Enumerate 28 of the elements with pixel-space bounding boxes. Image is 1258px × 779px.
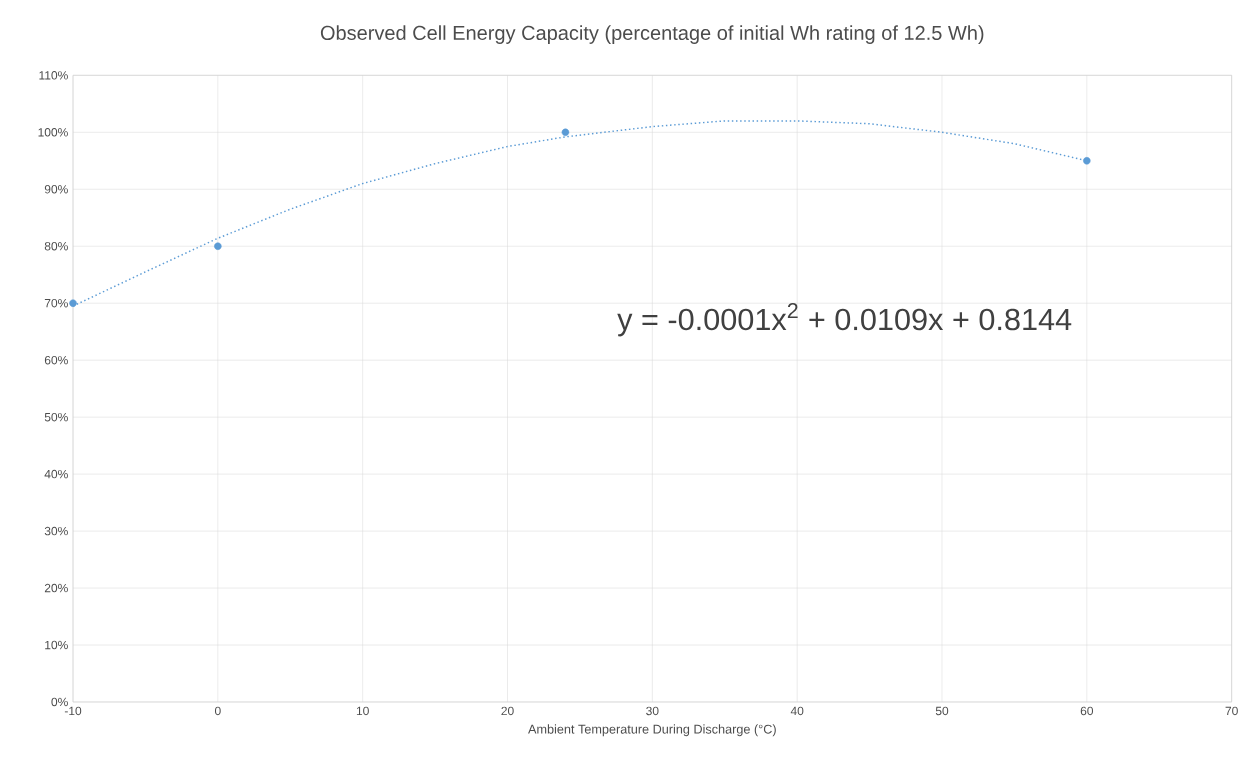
annotation: y = -0.0001x$^{2}$ + 0.0109x + 0.8144 [617, 303, 1072, 337]
x-tick-label: 40 [790, 706, 804, 716]
chart-title: Observed Cell Energy Capacity (percentage of initial Wh rating of 12.5 Wh) [320, 25, 984, 44]
y-tick-label: 70% [44, 298, 68, 308]
x-tick-label: 50 [935, 706, 949, 716]
x-axis-title: Ambient Temperature During Discharge (°C) [528, 724, 776, 737]
x-tick-label: 10 [356, 706, 369, 716]
y-tick-label: 60% [44, 355, 68, 365]
y-tick-label: 30% [44, 526, 68, 536]
x-tick-label: 70 [1225, 706, 1238, 716]
y-tick-label: 110% [39, 71, 68, 80]
y-tick-label: 0% [51, 697, 68, 707]
x-tick-label: -10 [64, 706, 82, 716]
point [69, 299, 77, 307]
y-tick-label: 40% [44, 469, 68, 479]
x-tick-label: 30 [646, 706, 659, 716]
y-tick-label: 10% [45, 640, 68, 650]
y-tick-label: 90% [44, 185, 68, 194]
x-tick-label: 20 [501, 706, 514, 716]
y-tick-label: 50% [44, 412, 68, 422]
point [1083, 157, 1091, 165]
y-tick-label: 20% [44, 583, 68, 593]
point [561, 128, 570, 137]
y-tick-label: 100% [38, 128, 68, 137]
y-tick-label: 80% [44, 241, 68, 251]
x-tick-label: 0 [214, 706, 221, 716]
point [214, 242, 222, 250]
x-tick-label: 60 [1080, 706, 1094, 716]
